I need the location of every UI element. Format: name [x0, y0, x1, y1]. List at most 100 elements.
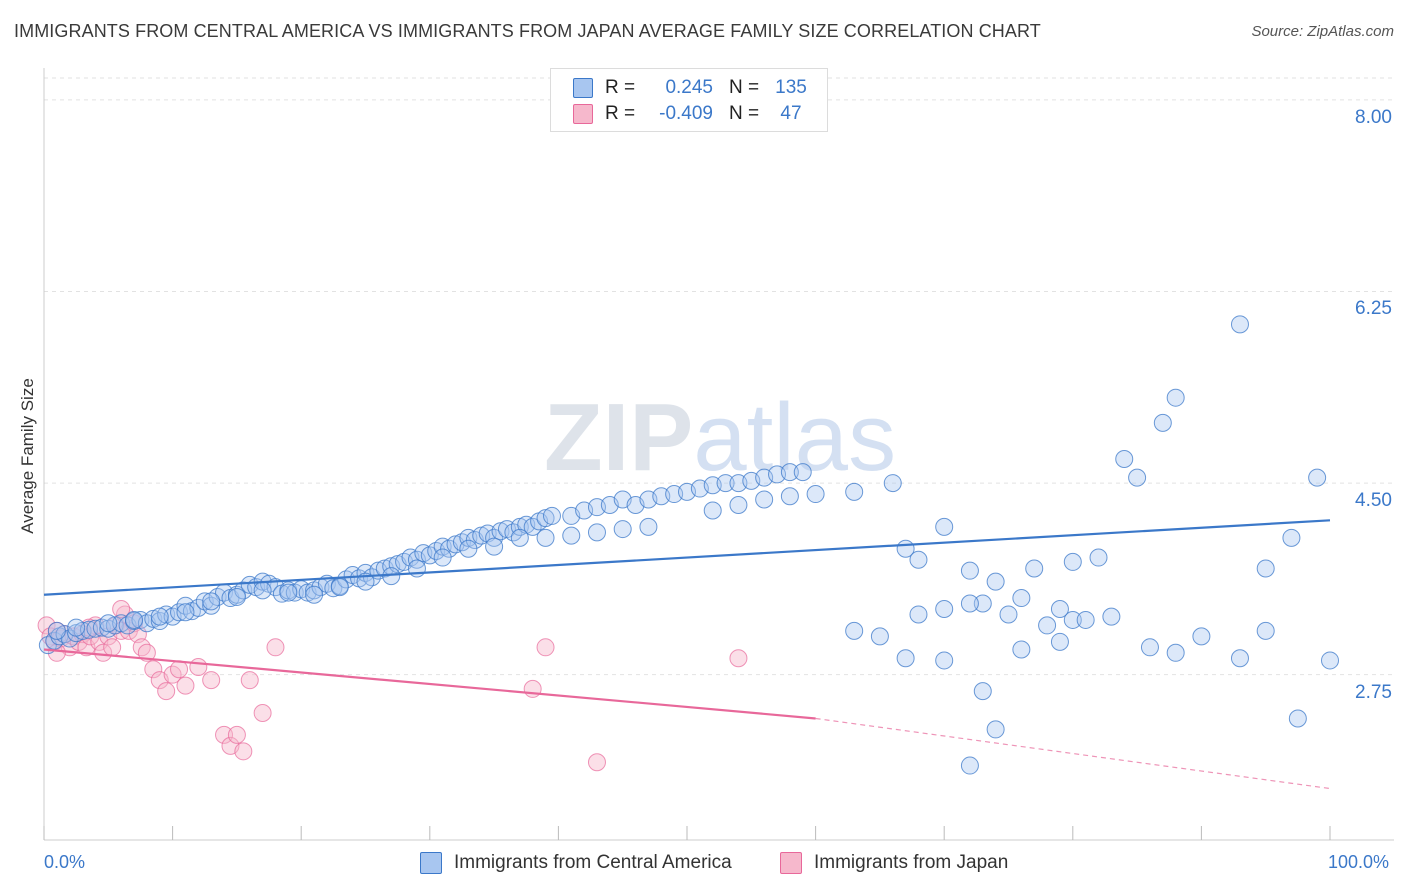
central-america-point-107 [253, 581, 272, 600]
legend-label: Immigrants from Central America [454, 852, 732, 873]
bottom-legend-japan: Immigrants from Japan [780, 852, 1008, 874]
central-america-point-164 [1153, 413, 1172, 432]
japan-point-32 [202, 671, 221, 690]
central-america-point-155 [935, 651, 954, 670]
central-america-point-131 [909, 550, 928, 569]
japan-point-33 [215, 725, 234, 744]
central-america-point-119 [562, 526, 581, 545]
japan-point-0 [37, 616, 56, 635]
central-america-point-137 [1089, 548, 1108, 567]
central-america-point-162 [1115, 450, 1134, 468]
japan-point-39 [266, 638, 285, 657]
r-value: -0.409 [659, 103, 713, 124]
central-america-point-120 [587, 523, 606, 542]
japan-point-43 [729, 649, 748, 668]
central-america-point-149 [1102, 607, 1121, 626]
central-america-point-163 [1128, 468, 1147, 487]
y-tick-label-0: 8.00 [1355, 106, 1392, 128]
central-america-point-97 [780, 463, 799, 482]
y-axis-title: Average Family Size [18, 378, 37, 534]
central-america-point-45 [324, 579, 343, 598]
central-america-point-159 [1050, 632, 1069, 651]
central-america-point-165 [1166, 388, 1185, 407]
central-america-point-124 [729, 495, 748, 514]
central-america-point-110 [330, 578, 349, 597]
central-america-point-106 [227, 587, 246, 606]
japan-point-38 [253, 704, 272, 722]
central-america-point-118 [536, 528, 555, 547]
japan-trendline-extension [815, 717, 1331, 790]
bottom-legend-central-america: Immigrants from Central America [420, 852, 732, 874]
central-america-point-134 [986, 572, 1005, 591]
central-america-point-11 [105, 616, 124, 635]
japan-point-27 [157, 682, 176, 701]
central-america-point-172 [1308, 468, 1327, 487]
central-america-point-145 [1063, 610, 1082, 629]
central-america-point-127 [806, 485, 825, 504]
central-america-point-99 [47, 621, 66, 640]
central-america-point-116 [485, 537, 504, 556]
central-america-point-157 [986, 720, 1005, 739]
watermark: ZIPatlas [544, 384, 896, 491]
legend-label: Immigrants from Japan [814, 852, 1009, 873]
central-america-point-114 [433, 548, 452, 567]
central-america-point-138 [845, 621, 864, 640]
central-america-point-112 [382, 567, 401, 586]
central-america-point-136 [1063, 552, 1082, 571]
n-value: 135 [775, 77, 807, 98]
legend-row-japan: R = -0.409 N = 47 [573, 102, 815, 126]
central-america-point-78 [536, 509, 555, 528]
central-america-point-154 [896, 649, 915, 668]
central-america-point-153 [1230, 649, 1249, 668]
n-label: N = [729, 103, 760, 124]
central-america-point-115 [459, 539, 478, 558]
central-america-point-166 [1230, 315, 1249, 334]
japan-point-36 [234, 742, 253, 761]
central-america-point-105 [202, 592, 221, 611]
central-america-point-152 [1192, 627, 1211, 646]
chart-title: IMMIGRANTS FROM CENTRAL AMERICA VS IMMIG… [14, 21, 1041, 41]
japan-point-31 [189, 658, 208, 677]
central-america-point-144 [1038, 616, 1057, 635]
pink-swatch [573, 104, 593, 124]
japan-point-24 [137, 643, 156, 662]
japan-point-23 [132, 638, 151, 657]
r-value: 0.245 [665, 77, 713, 98]
correlation-legend: R = 0.245 N = 135 R = -0.409 N = 47 [550, 68, 828, 132]
central-america-point-71 [491, 522, 510, 541]
central-america-point-135 [1025, 559, 1044, 578]
japan-point-30 [176, 676, 195, 695]
central-america-point-101 [99, 614, 118, 633]
central-america-point-103 [150, 607, 169, 626]
watermark-zip: ZIP [544, 384, 693, 491]
n-value: 47 [780, 103, 802, 124]
japan-point-16 [103, 638, 122, 657]
central-america-point-140 [909, 605, 928, 624]
central-america-point-128 [845, 482, 864, 501]
y-tick-label-3: 2.75 [1355, 681, 1392, 703]
central-america-point-143 [999, 605, 1018, 624]
trendlines [43, 519, 1331, 790]
central-america-point-171 [1288, 709, 1307, 728]
central-america-point-108 [279, 583, 298, 602]
central-america-point-122 [639, 517, 658, 536]
pink-swatch [780, 852, 802, 874]
central-america-point-74 [510, 517, 529, 536]
r-label: R = [605, 77, 636, 98]
central-america-point-147 [1012, 589, 1031, 608]
source-label: Source: ZipAtlas.com [1251, 23, 1394, 40]
blue-swatch [420, 852, 442, 874]
central-america-point-151 [1166, 643, 1185, 662]
japan-point-25 [144, 660, 163, 679]
central-america-point-104 [176, 603, 195, 622]
central-america-point-168 [1282, 528, 1301, 547]
y-tick-label-1: 6.25 [1355, 298, 1392, 320]
central-america-point-156 [973, 682, 992, 701]
japan-point-42 [587, 753, 606, 772]
central-america-point-133 [960, 561, 979, 580]
central-america-point-129 [883, 474, 902, 493]
japan-point-29 [170, 660, 189, 679]
legend-row-central-america: R = 0.245 N = 135 [573, 76, 815, 100]
central-america-point-123 [703, 501, 722, 520]
